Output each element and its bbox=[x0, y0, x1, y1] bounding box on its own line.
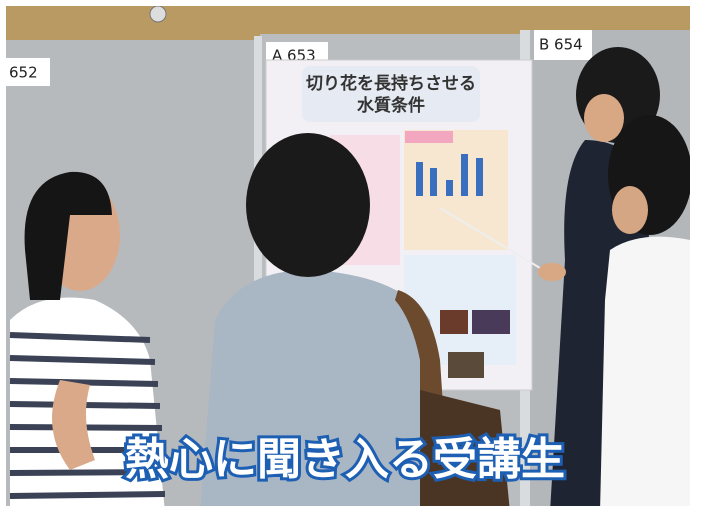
person bbox=[10, 297, 165, 506]
poster-title: 切り花を長持ちさせる bbox=[306, 73, 476, 94]
person-head bbox=[246, 133, 370, 277]
poster-title: 水質条件 bbox=[357, 95, 425, 116]
booth-label: 652 bbox=[9, 64, 38, 82]
poster-title-box bbox=[302, 66, 480, 122]
person bbox=[200, 270, 445, 506]
bag bbox=[420, 390, 510, 506]
clock bbox=[149, 6, 167, 23]
booth-tag bbox=[534, 30, 592, 60]
pointer bbox=[439, 207, 541, 269]
booth-label: B 654 bbox=[539, 36, 583, 54]
booth-tag bbox=[6, 58, 50, 86]
caption: 熱心に聞き入る受講生 bbox=[125, 434, 565, 485]
poster-graphic bbox=[416, 154, 483, 196]
panel-frame bbox=[254, 36, 262, 506]
person bbox=[600, 236, 690, 506]
